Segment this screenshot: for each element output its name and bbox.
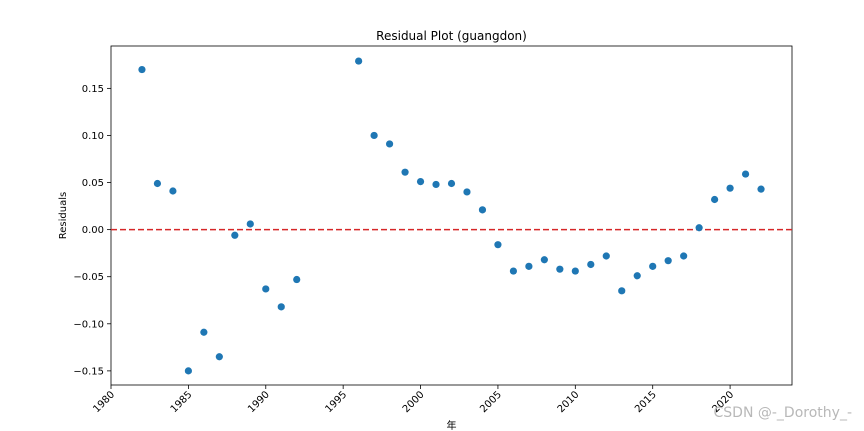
data-point (726, 184, 734, 192)
x-axis: 1980 1985 1990 1995 2000 2005 2010 2015 2020 (91, 385, 736, 415)
plot-area (110, 45, 793, 386)
data-point (370, 131, 378, 140)
y-tick-label: −0.05 (73, 272, 104, 283)
data-point (741, 170, 750, 178)
y-axis-label: Residuals (58, 192, 69, 239)
data-point (618, 287, 626, 295)
data-point (355, 57, 363, 65)
data-point (494, 241, 502, 249)
data-point (215, 353, 223, 361)
data-point (633, 272, 641, 280)
data-point (447, 179, 456, 188)
x-tick-label: 1980 (91, 389, 117, 415)
data-point (416, 178, 425, 186)
x-tick-label: 2010 (556, 389, 582, 415)
data-point (757, 185, 765, 193)
data-point (153, 179, 162, 188)
data-point (401, 168, 409, 176)
y-tick-label: −0.15 (73, 366, 104, 377)
x-tick-label: 2000 (401, 389, 427, 415)
plot-border (110, 45, 793, 386)
y-tick-label: 0.00 (82, 225, 104, 236)
watermark-text: CSDN @-_Dorothy_- (713, 405, 852, 421)
x-tick-label: 1985 (169, 389, 195, 415)
data-point (711, 195, 719, 204)
data-point (602, 252, 610, 260)
data-point (478, 206, 487, 214)
data-point (540, 256, 548, 264)
y-tick-label: 0.05 (82, 178, 104, 189)
data-point (463, 188, 471, 196)
data-point (293, 275, 301, 284)
data-point (525, 262, 533, 270)
data-point (200, 328, 208, 336)
data-point (587, 260, 595, 269)
data-point (385, 140, 394, 148)
data-point (277, 303, 285, 311)
y-tick-label: 0.15 (82, 84, 104, 95)
data-point (649, 262, 657, 270)
data-point (262, 285, 270, 293)
data-point (556, 265, 564, 273)
data-point (138, 65, 146, 74)
y-tick-label: 0.10 (82, 131, 104, 142)
data-points (138, 57, 765, 375)
data-point (571, 267, 579, 275)
data-point (432, 180, 440, 189)
data-point (695, 224, 703, 232)
data-point (169, 187, 177, 195)
data-point (184, 367, 192, 375)
x-tick-label: 2005 (478, 389, 504, 415)
x-axis-label: 年 (447, 419, 457, 431)
x-tick-label: 2015 (633, 389, 659, 415)
y-axis: −0.15 −0.10 −0.05 0.00 0.05 0.10 0.15 (73, 84, 111, 377)
x-tick-label: 1995 (324, 389, 350, 415)
data-point (231, 231, 239, 239)
data-point (664, 257, 672, 265)
x-tick-label: 1990 (246, 389, 272, 415)
data-point (246, 220, 254, 228)
chart-title: Residual Plot (guangdon) (376, 29, 527, 43)
y-tick-label: −0.10 (73, 319, 104, 330)
data-point (509, 267, 518, 275)
data-point (680, 252, 688, 260)
